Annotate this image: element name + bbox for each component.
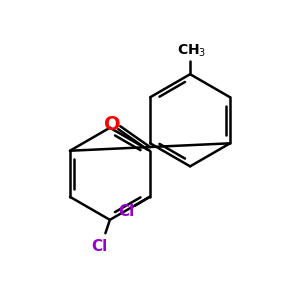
Text: CH$_3$: CH$_3$ bbox=[177, 42, 206, 58]
Text: Cl: Cl bbox=[118, 204, 134, 219]
Text: O: O bbox=[103, 115, 120, 134]
Text: Cl: Cl bbox=[91, 239, 108, 254]
